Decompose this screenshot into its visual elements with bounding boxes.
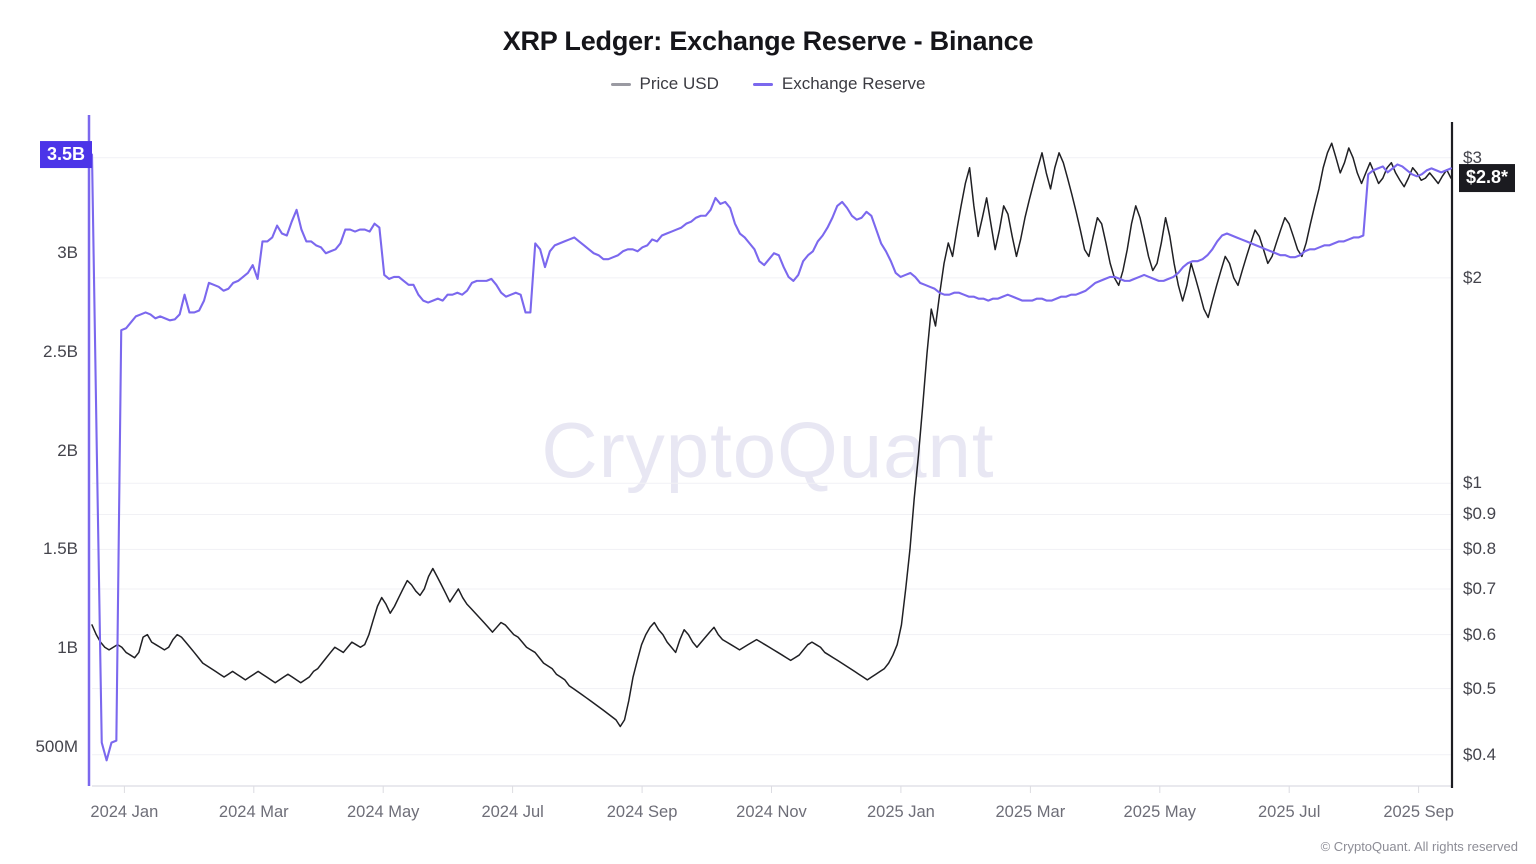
left-axis-value-badge: 3.5B xyxy=(40,140,93,169)
y-axis-right-tick-1: $2 xyxy=(1463,267,1482,287)
x-axis-tick-label-6: 2025 Jan xyxy=(866,803,935,821)
x-axis-tick-label-8: 2025 May xyxy=(1123,803,1197,821)
y-axis-left-tick-3: 2B xyxy=(57,440,78,460)
y-axis-right-tick-3: $0.9 xyxy=(1463,504,1497,524)
y-axis-left-tick-2: 2.5B xyxy=(43,341,78,361)
copyright-notice: © CryptoQuant. All rights reserved xyxy=(1320,839,1518,854)
legend-label-price-usd: Price USD xyxy=(639,74,719,93)
legend-swatch-exchange-reserve xyxy=(752,82,773,86)
x-axis-tick-label-0: 2024 Jan xyxy=(90,803,159,821)
series-line-price-usd xyxy=(91,142,1452,728)
legend-label-exchange-reserve: Exchange Reserve xyxy=(781,74,926,93)
x-axis-tick-label-4: 2024 Sep xyxy=(606,803,678,821)
x-axis-tick-label-5: 2024 Nov xyxy=(736,803,807,821)
x-axis-tick-label-10: 2025 Sep xyxy=(1383,803,1454,821)
y-axis-left-tick-6: 500M xyxy=(35,736,78,756)
y-axis-right-tick-5: $0.7 xyxy=(1463,578,1497,598)
chart-title: XRP Ledger: Exchange Reserve - Binance xyxy=(502,26,1034,56)
y-axis-right-tick-0: $3 xyxy=(1463,147,1482,167)
legend-swatch-price-usd xyxy=(610,82,631,86)
y-axis-left-tick-1: 3B xyxy=(57,243,78,263)
y-axis-right-tick-7: $0.5 xyxy=(1463,678,1497,698)
x-axis-tick-label-7: 2025 Mar xyxy=(995,803,1066,821)
y-axis-left-tick-5: 1B xyxy=(57,637,78,657)
y-axis-right-tick-8: $0.4 xyxy=(1463,744,1497,764)
y-axis-right-tick-4: $0.8 xyxy=(1463,539,1497,559)
y-axis-right-tick-2: $1 xyxy=(1463,473,1482,493)
legend-item-price-usd[interactable]: Price USD xyxy=(610,74,719,94)
legend-item-exchange-reserve[interactable]: Exchange Reserve xyxy=(752,74,926,94)
x-axis-tick-label-2: 2024 May xyxy=(346,803,420,821)
right-axis-value-badge: $2.8* xyxy=(1459,164,1516,193)
chart-legend: Price USD Exchange Reserve xyxy=(0,74,1536,94)
x-axis-tick-label-1: 2024 Mar xyxy=(218,803,289,821)
x-axis-tick-label-9: 2025 Jul xyxy=(1258,803,1321,821)
y-axis-left-tick-4: 1.5B xyxy=(43,539,78,559)
y-axis-right-tick-6: $0.6 xyxy=(1463,624,1497,644)
x-axis-tick-label-3: 2024 Jul xyxy=(481,803,544,821)
series-line-exchange-reserve xyxy=(90,153,1453,762)
